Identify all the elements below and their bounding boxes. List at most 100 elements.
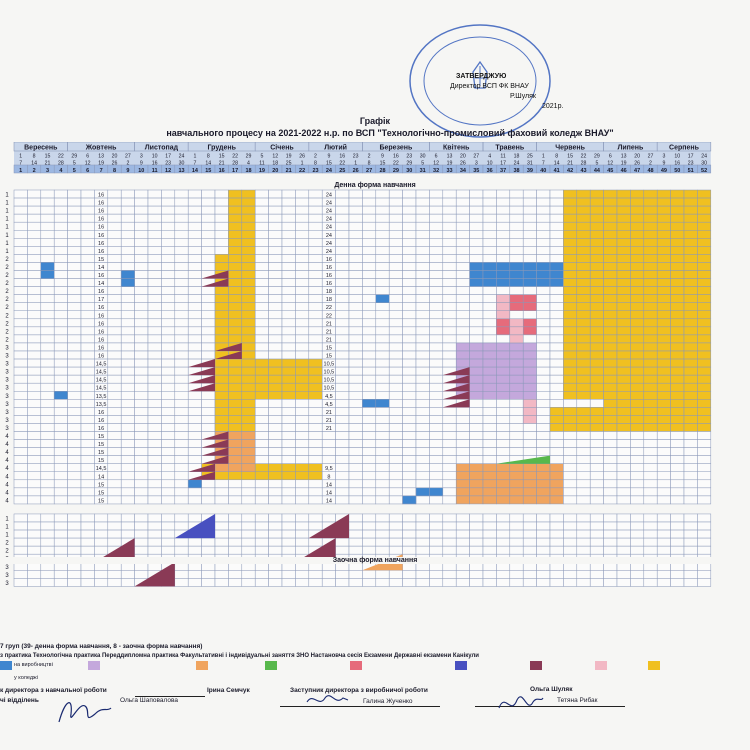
schedule-cell xyxy=(13,342,28,352)
schedule-cell xyxy=(335,197,350,207)
corr-cell xyxy=(670,513,685,523)
schedule-block xyxy=(616,318,631,328)
corr-cell xyxy=(40,521,55,531)
schedule-block xyxy=(241,423,256,432)
corr-cell xyxy=(40,570,55,579)
schedule-cell xyxy=(281,334,296,344)
corr-cell xyxy=(402,545,417,555)
schedule-cell xyxy=(161,366,176,376)
schedule-cell xyxy=(187,415,202,424)
schedule-cell xyxy=(147,374,162,384)
row-value-b: 24 xyxy=(326,241,332,247)
schedule-cell xyxy=(27,294,42,303)
schedule-block xyxy=(656,334,671,344)
schedule-cell xyxy=(402,431,417,440)
schedule-block xyxy=(549,487,564,497)
schedule-cell xyxy=(53,374,68,384)
schedule-cell xyxy=(80,318,95,328)
schedule-cell xyxy=(53,407,68,416)
corr-cell xyxy=(683,578,698,587)
schedule-cell xyxy=(295,302,310,311)
schedule-block xyxy=(670,399,685,408)
schedule-cell xyxy=(120,318,135,328)
schedule-cell xyxy=(268,238,283,247)
week-number: 11 xyxy=(152,168,158,174)
schedule-cell xyxy=(455,455,470,464)
corr-cell xyxy=(429,537,444,547)
corr-cell xyxy=(321,578,336,587)
schedule-cell xyxy=(107,294,122,303)
corr-cell xyxy=(388,570,403,579)
corr-cell xyxy=(683,529,698,539)
corr-cell xyxy=(120,570,135,579)
schedule-cell xyxy=(254,262,269,271)
schedule-block xyxy=(576,238,591,247)
corr-cell xyxy=(67,545,82,555)
corr-cell xyxy=(201,578,216,587)
corr-cell xyxy=(94,537,109,547)
schedule-cell xyxy=(67,391,82,400)
schedule-cell xyxy=(134,342,149,352)
schedule-cell xyxy=(147,350,162,360)
schedule-block xyxy=(563,310,578,320)
schedule-cell xyxy=(442,310,457,320)
schedule-cell xyxy=(13,487,28,497)
schedule-cell xyxy=(496,213,511,223)
schedule-cell xyxy=(603,431,618,440)
schedule-block xyxy=(630,205,645,215)
schedule-cell xyxy=(281,479,296,489)
schedule-cell xyxy=(482,326,497,336)
schedule-cell xyxy=(469,310,484,320)
schedule-cell xyxy=(13,407,28,416)
schedule-block xyxy=(563,238,578,247)
schedule-cell xyxy=(214,495,229,505)
schedule-cell xyxy=(375,382,390,392)
schedule-block xyxy=(630,391,645,400)
schedule-cell xyxy=(442,294,457,303)
schedule-cell xyxy=(415,270,430,279)
date-top: 25 xyxy=(527,154,533,160)
corr-cell xyxy=(214,570,229,579)
schedule-cell xyxy=(616,431,631,440)
schedule-block xyxy=(214,334,229,344)
schedule-cell xyxy=(415,439,430,448)
schedule-cell xyxy=(348,487,363,497)
schedule-cell xyxy=(201,495,216,505)
signature-left-dept: чі відділень xyxy=(0,697,39,704)
corr-cell xyxy=(174,537,189,547)
blue-marker xyxy=(375,399,390,408)
schedule-cell xyxy=(442,246,457,255)
row-course: 4 xyxy=(5,434,9,440)
schedule-cell xyxy=(442,495,457,505)
schedule-cell xyxy=(509,197,524,207)
schedule-cell xyxy=(415,294,430,303)
schedule-block xyxy=(616,189,631,199)
corr-cell xyxy=(308,578,323,587)
corr-cell xyxy=(536,570,551,579)
week-number: 35 xyxy=(473,168,479,174)
schedule-block xyxy=(228,447,243,456)
schedule-cell xyxy=(442,342,457,352)
schedule-block xyxy=(241,286,256,295)
week-number: 14 xyxy=(192,168,199,174)
schedule-block xyxy=(295,391,310,400)
blue-marker xyxy=(120,270,135,279)
schedule-cell xyxy=(201,294,216,303)
schedule-cell xyxy=(683,495,698,505)
schedule-cell xyxy=(67,334,82,344)
corr-cell xyxy=(683,545,698,555)
row-course: 2 xyxy=(5,337,9,343)
schedule-cell xyxy=(589,447,604,456)
schedule-cell xyxy=(388,495,403,505)
approve-director: Директор ВСП ФК ВНАУ xyxy=(450,83,529,90)
corr-exam-block xyxy=(94,538,135,563)
corr-cell xyxy=(107,570,122,579)
corr-cell xyxy=(67,513,82,523)
schedule-cell xyxy=(268,286,283,295)
schedule-cell xyxy=(388,189,403,199)
schedule-block xyxy=(214,262,229,271)
schedule-cell xyxy=(67,399,82,408)
schedule-cell xyxy=(174,471,189,481)
schedule-cell xyxy=(697,439,712,448)
corr-cell xyxy=(254,578,269,587)
